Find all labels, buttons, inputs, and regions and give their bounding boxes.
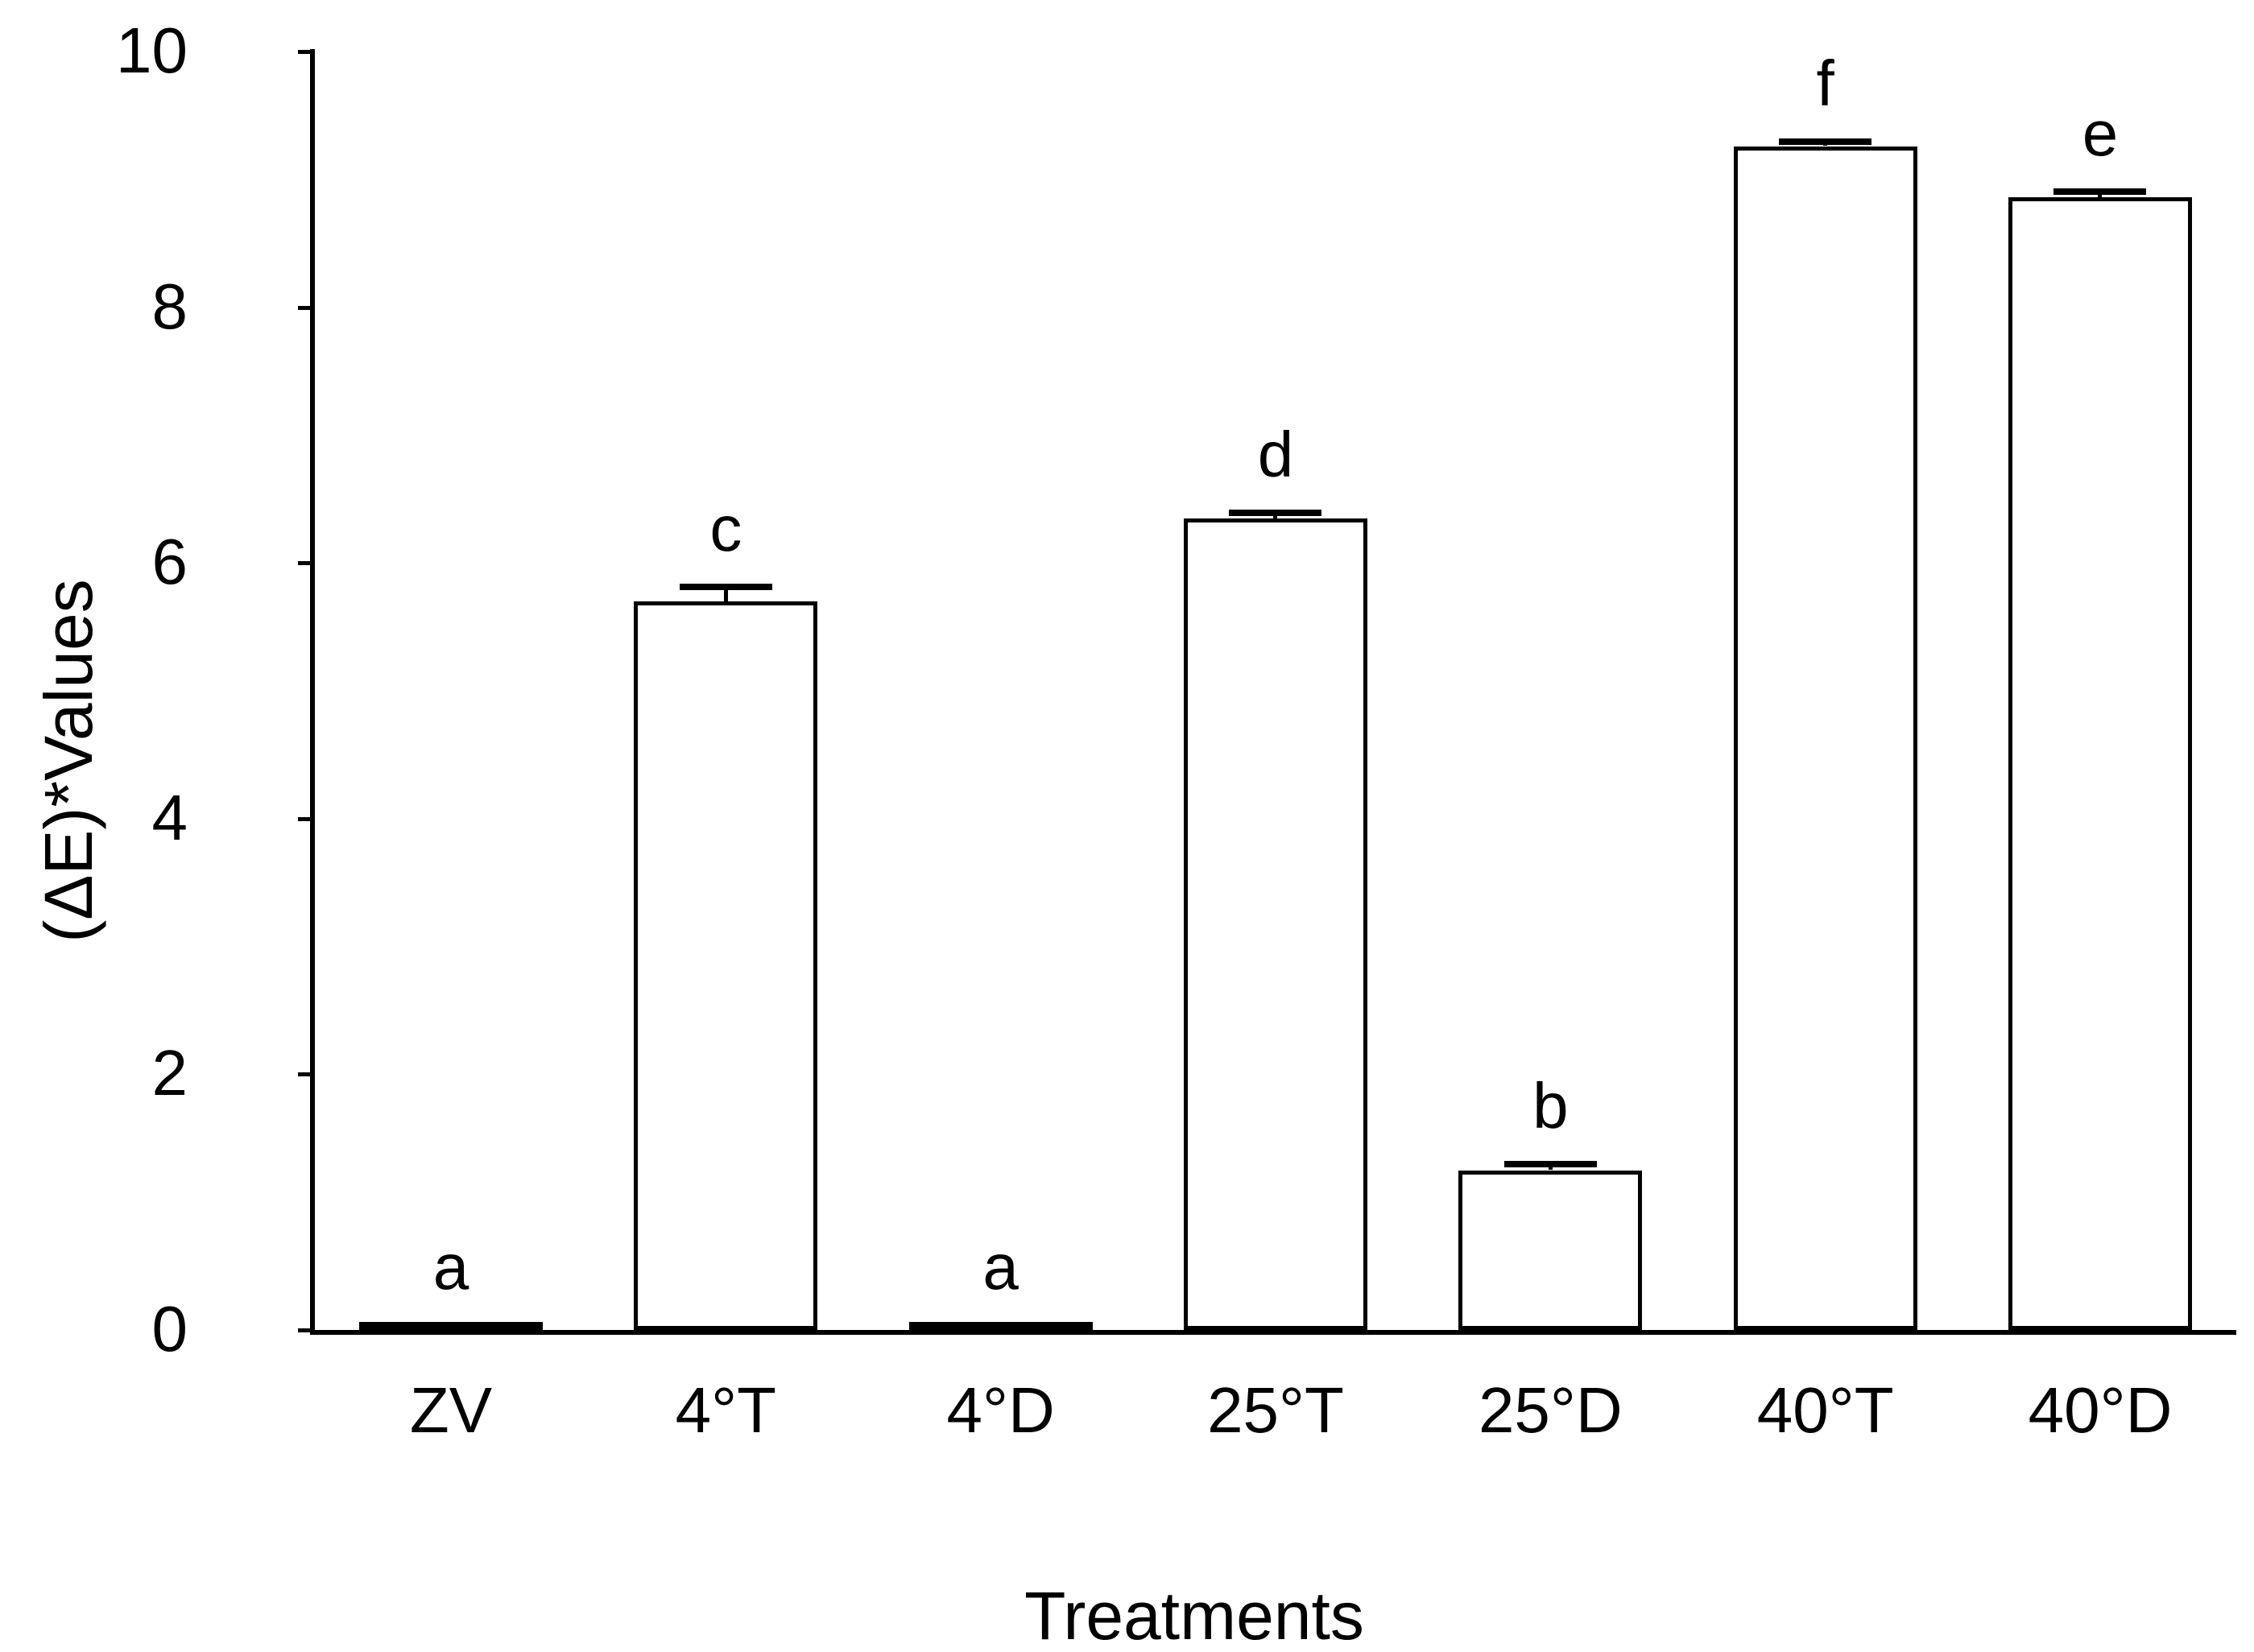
sig-letter-ZV: a	[432, 1231, 469, 1303]
bar-40°T	[1733, 146, 1917, 1330]
sig-letter-40°D: e	[2082, 97, 2119, 169]
error-bar-cap	[1503, 1161, 1597, 1168]
y-axis-tick	[298, 305, 310, 310]
error-bar-cap	[1229, 509, 1322, 516]
x-axis-line	[310, 1330, 2236, 1335]
y-tick-label: 0	[151, 1293, 188, 1365]
sig-letter-4°D: a	[982, 1231, 1019, 1303]
y-axis-tick	[298, 1328, 310, 1332]
y-tick-label: 6	[151, 526, 188, 598]
sig-letter-25°D: b	[1532, 1070, 1569, 1142]
x-category-label-25°T: 25°T	[1207, 1374, 1344, 1446]
bar-ZV	[359, 1322, 543, 1330]
bar-4°T	[634, 601, 818, 1330]
x-category-label-4°D: 4°D	[946, 1374, 1055, 1446]
y-tick-label: 10	[116, 14, 188, 86]
error-bar-cap	[679, 583, 772, 590]
y-axis-tick	[298, 816, 310, 821]
x-category-label-40°D: 40°D	[2028, 1374, 2173, 1446]
sig-letter-4°T: c	[709, 492, 742, 564]
error-bar-cap	[1779, 138, 1872, 145]
x-category-label-4°T: 4°T	[675, 1374, 776, 1446]
error-bar-stem	[723, 583, 728, 601]
x-category-label-40°T: 40°T	[1756, 1374, 1894, 1446]
y-axis-tick	[298, 1072, 310, 1077]
y-axis-line	[310, 49, 315, 1335]
y-tick-label: 4	[151, 781, 188, 853]
y-tick-label: 8	[151, 270, 188, 342]
error-bar-cap	[2053, 188, 2147, 195]
x-axis-title: Treatments	[1024, 1578, 1364, 1652]
y-axis-tick	[298, 561, 310, 566]
bar-40°D	[2008, 197, 2192, 1330]
bar-25°T	[1183, 518, 1367, 1330]
sig-letter-25°T: d	[1257, 418, 1294, 490]
x-category-label-25°D: 25°D	[1478, 1374, 1623, 1446]
bar-4°D	[908, 1322, 1093, 1330]
y-axis-tick	[298, 50, 310, 54]
bar-25°D	[1458, 1170, 1643, 1330]
x-category-label-ZV: ZV	[409, 1374, 493, 1446]
sig-letter-40°T: f	[1816, 47, 1834, 119]
y-tick-label: 2	[151, 1037, 188, 1109]
